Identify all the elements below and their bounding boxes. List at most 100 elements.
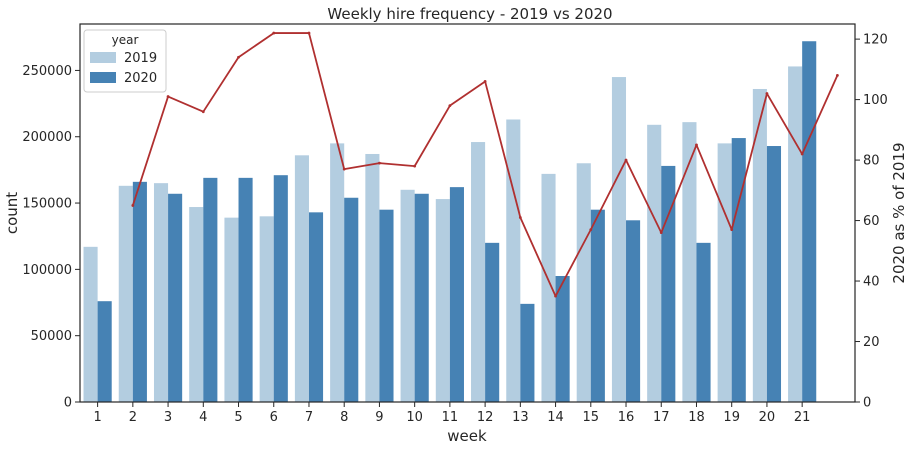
ratio-point-5	[272, 31, 276, 35]
x-axis: 1 2 3 4 5 6 7 8 9 10 11 12 13 14 15 16 17 18 19 20 21	[93, 402, 810, 425]
x-tick-label: 9	[375, 410, 383, 425]
ratio-point-3	[201, 110, 205, 114]
y2-tick-label: 40	[863, 275, 880, 290]
x-tick-label: 15	[583, 410, 600, 425]
bar-2019-week-1	[83, 246, 98, 402]
y-tick-label: 200000	[22, 130, 72, 145]
bar-2019-week-17	[647, 124, 662, 403]
bar-2019-week-18	[682, 122, 697, 402]
plot-frame	[79, 23, 856, 403]
x-tick-label: 19	[723, 410, 740, 425]
bar-2019-week-21	[788, 66, 803, 402]
bar-2020-week-1	[97, 301, 112, 402]
ratio-point-11	[483, 80, 487, 83]
ratio-point-1	[131, 204, 135, 207]
bar-2020-week-8	[344, 197, 359, 402]
ratio-point-12	[518, 216, 522, 219]
ratio-point-15	[624, 158, 628, 162]
bar-2020-week-4	[203, 177, 218, 402]
x-tick-label: 10	[406, 410, 423, 425]
ratio-point-8	[378, 161, 381, 165]
ratio-line-layer	[131, 31, 839, 298]
x-tick-label: 18	[688, 410, 705, 425]
x-tick-label: 12	[477, 410, 494, 425]
bar-2019-week-14	[541, 173, 556, 402]
bar-2019-week-11	[435, 199, 450, 402]
x-tick-label: 4	[199, 410, 207, 425]
ratio-point-18	[730, 228, 734, 232]
x-tick-label: 17	[653, 410, 670, 425]
bar-2019-week-10	[400, 189, 415, 402]
chart-title: Weekly hire frequency - 2019 vs 2020	[327, 5, 612, 23]
bar-2019-week-13	[506, 119, 521, 402]
ratio-point-19	[765, 92, 769, 95]
y2-tick-label: 20	[863, 335, 880, 350]
bar-2019-week-2	[118, 185, 133, 402]
bar-2020-week-21	[802, 41, 817, 403]
x-tick-label: 14	[547, 410, 564, 425]
x-tick-label: 7	[305, 410, 313, 425]
y2-tick-label: 0	[863, 396, 871, 411]
bar-2019-week-3	[153, 183, 169, 402]
bar-2020-week-11	[449, 187, 464, 402]
y-tick-label: 250000	[22, 64, 72, 79]
ratio-point-4	[237, 55, 240, 59]
bar-2019-week-20	[752, 88, 767, 402]
bar-2020-week-13	[520, 303, 535, 402]
ratio-point-2	[166, 95, 170, 98]
ratio-point-9	[413, 164, 417, 168]
x-tick-label: 5	[234, 410, 242, 425]
legend-title: year	[112, 33, 139, 47]
bar-2020-week-6	[273, 175, 288, 402]
bar-2020-week-2	[132, 181, 147, 402]
ratio-point-13	[554, 294, 557, 298]
legend-swatch-2020	[90, 72, 116, 83]
y2-tick-label: 100	[863, 93, 888, 108]
ratio-point-16	[659, 231, 663, 235]
x-tick-label: 3	[164, 410, 172, 425]
x-tick-label: 16	[618, 410, 635, 425]
ratio-point-14	[589, 228, 593, 232]
ratio-point-20	[800, 152, 804, 156]
y2-tick-label: 60	[863, 214, 880, 229]
y2-tick-label: 120	[863, 33, 888, 48]
legend-label-2020: 2020	[124, 71, 157, 86]
y-axis-label: count	[3, 192, 21, 234]
bar-2020-week-15	[590, 209, 605, 402]
x-tick-label: 11	[442, 410, 459, 425]
x-tick-label: 20	[759, 410, 776, 425]
bars-layer	[83, 41, 817, 403]
ratio-point-7	[342, 167, 346, 171]
bar-2020-week-5	[238, 177, 253, 402]
bar-2020-week-7	[308, 212, 324, 402]
bar-2019-week-4	[189, 207, 204, 402]
bar-2020-week-3	[168, 193, 183, 402]
x-tick-label: 21	[794, 410, 811, 425]
bar-2019-week-12	[471, 142, 486, 402]
bar-2019-week-5	[224, 217, 239, 402]
x-tick-label: 8	[340, 410, 348, 425]
x-axis-label: week	[447, 427, 487, 445]
bar-2020-week-20	[766, 146, 782, 402]
x-tick-label: 2	[129, 410, 137, 425]
legend: year 2019 2020	[83, 29, 167, 93]
bar-2019-week-8	[330, 143, 345, 403]
y-tick-label: 0	[64, 396, 72, 411]
ratio-point-21	[835, 74, 839, 77]
bar-2020-week-19	[731, 138, 746, 402]
y-axis-right: 0 20 40 60 80 100 120	[855, 33, 888, 411]
bar-2020-week-10	[414, 193, 429, 402]
y2-tick-label: 80	[863, 154, 880, 169]
legend-swatch-2019	[90, 52, 116, 63]
legend-label-2019: 2019	[124, 51, 157, 66]
ratio-point-17	[695, 143, 698, 147]
bar-2020-week-12	[485, 242, 500, 402]
x-tick-label: 6	[270, 410, 278, 425]
bar-2020-week-18	[696, 242, 711, 402]
y-axis-left: 0 50000 100000 150000 200000 250000	[22, 64, 80, 411]
bar-2019-week-19	[717, 143, 732, 403]
y2-axis-label: 2020 as % of 2019	[890, 142, 908, 283]
bar-2019-week-9	[365, 153, 380, 402]
bar-2020-week-9	[379, 209, 394, 402]
